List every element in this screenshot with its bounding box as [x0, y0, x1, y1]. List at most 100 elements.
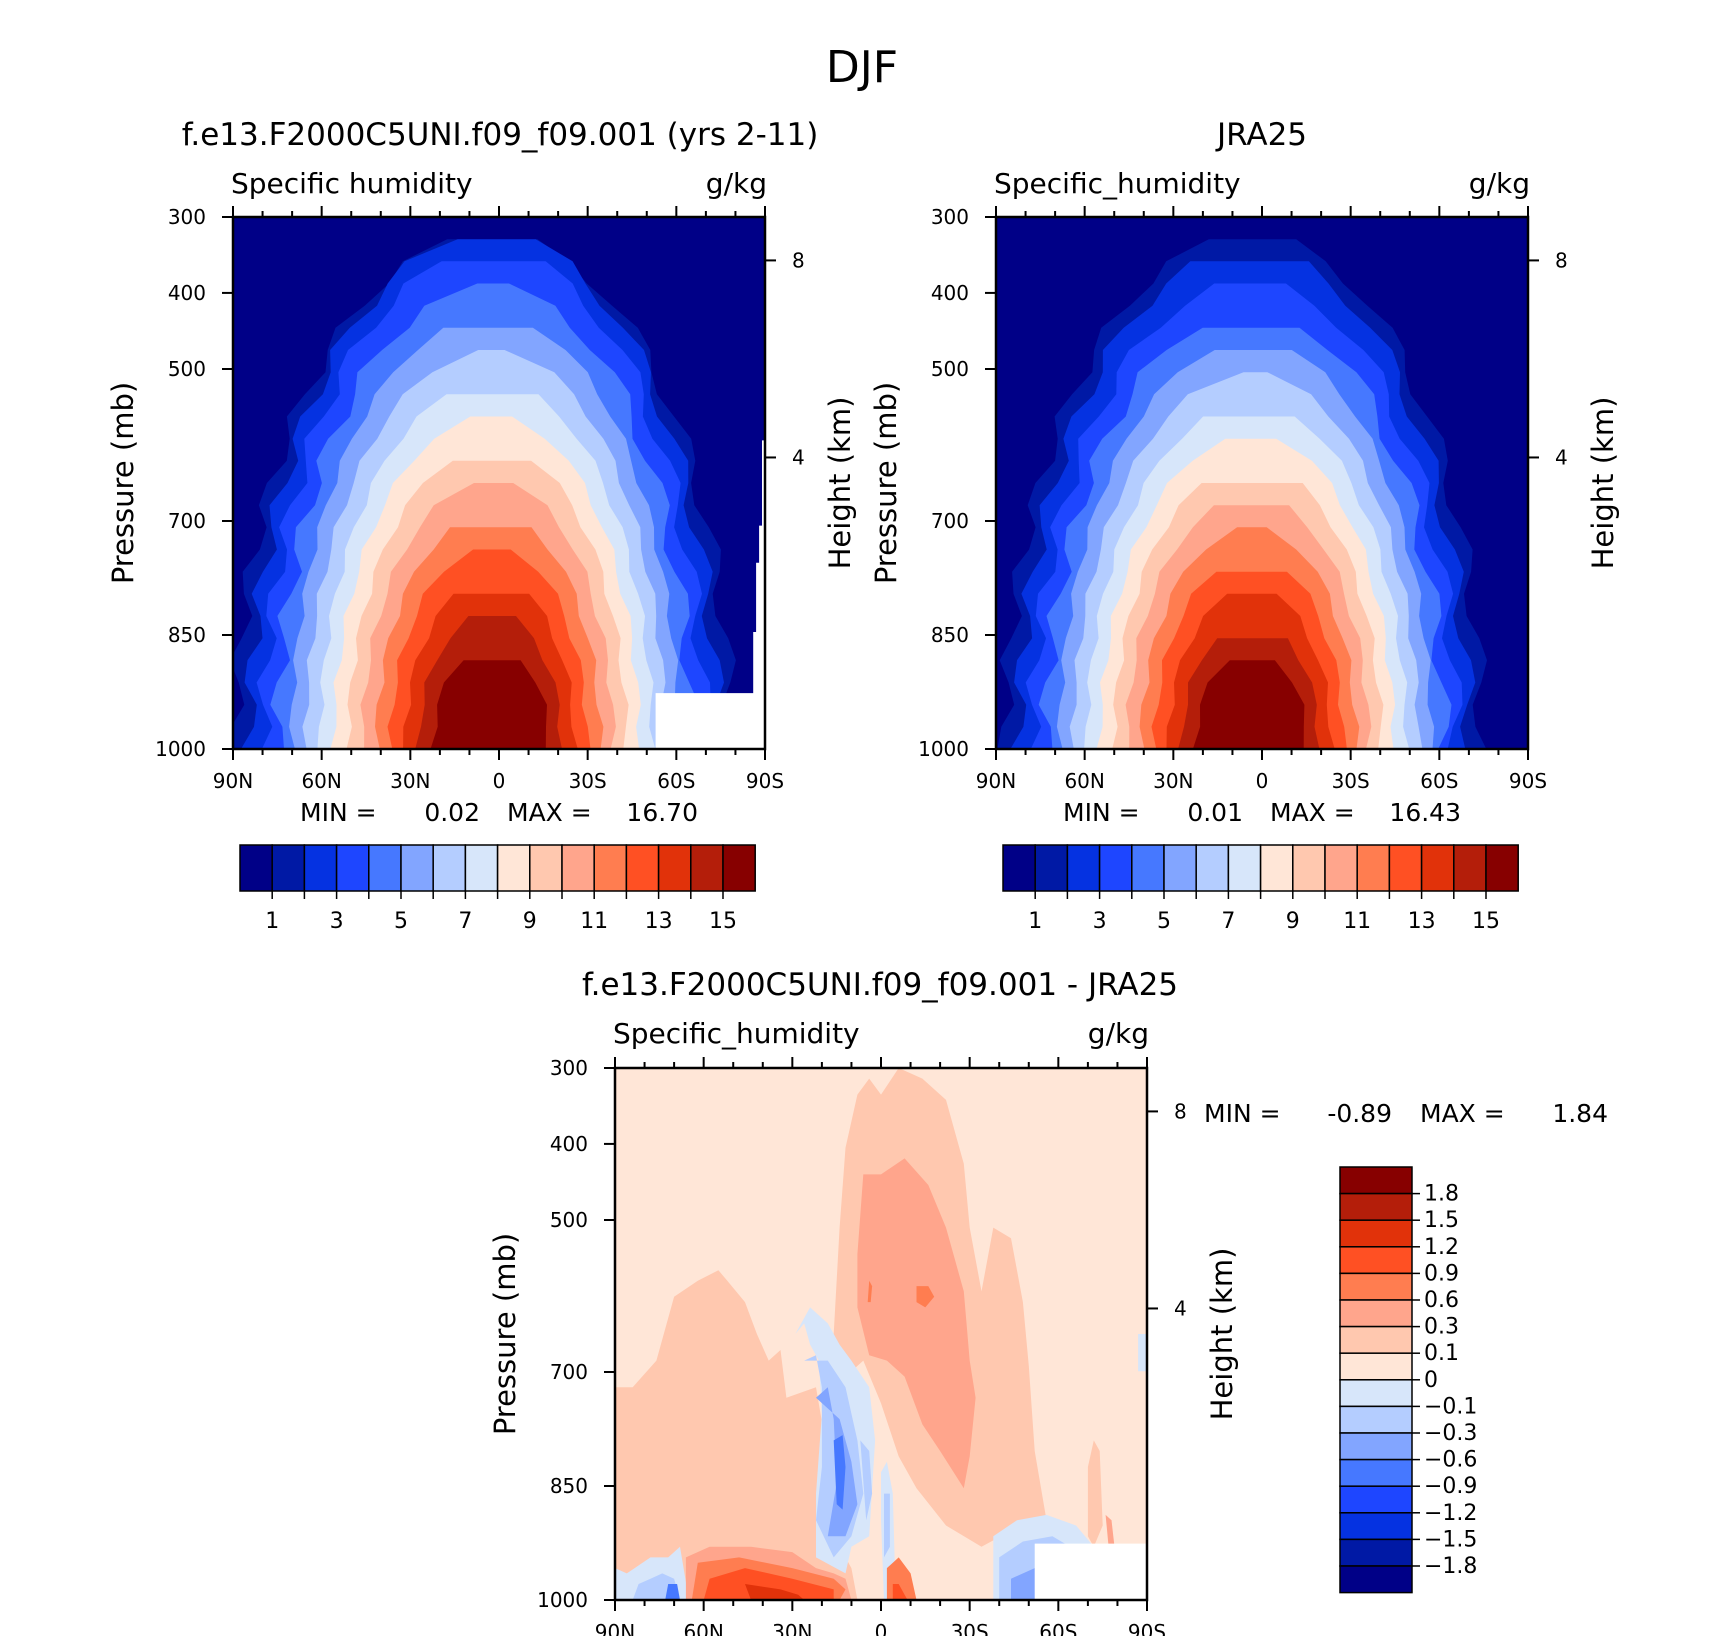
colorbar-box	[1066, 844, 1101, 892]
x-tick-label: 30N	[1153, 769, 1193, 793]
min-value: -0.89	[1327, 1099, 1392, 1128]
y-axis-label: Pressure (mb)	[869, 382, 903, 584]
contour-band	[892, 1584, 908, 1600]
contour-band	[1087, 1440, 1103, 1547]
colorbar-label: 15	[709, 909, 737, 934]
colorbar-box	[1453, 844, 1487, 892]
x-tick-label: 0	[875, 1620, 888, 1636]
heatmap-plot	[996, 217, 1528, 749]
colorbar-box	[1002, 844, 1036, 892]
colorbar-box	[1339, 1538, 1413, 1567]
colorbar-label: 3	[1093, 909, 1107, 934]
panel-model: f.e13.F2000C5UNI.f09_f09.001 (yrs 2-11) …	[106, 117, 857, 934]
y-tick-label: 700	[168, 509, 206, 533]
colorbar-label: 13	[1408, 909, 1436, 934]
y-tick-label: 400	[550, 1132, 588, 1156]
colorbar-box	[1339, 1379, 1413, 1408]
x-tick-label: 60S	[657, 769, 695, 793]
colorbar-box	[1485, 844, 1519, 892]
units-label: g/kg	[1088, 1017, 1149, 1050]
colorbar-label: 11	[1343, 909, 1371, 934]
max-label: MAX =	[1270, 798, 1355, 827]
colorbar-label: 15	[1472, 909, 1500, 934]
contour-band	[867, 1280, 873, 1303]
y-tick-label: 300	[550, 1056, 588, 1080]
colorbar-box	[400, 844, 434, 892]
x-tick-label: 90N	[976, 769, 1016, 793]
max-value: 1.84	[1552, 1099, 1608, 1128]
x-tick-label: 0	[1256, 769, 1269, 793]
variable-label: Specific humidity	[231, 167, 473, 200]
x-tick-label: 90S	[746, 769, 784, 793]
contour-band	[665, 1584, 680, 1600]
y-tick-label: 850	[168, 623, 206, 647]
colorbar-label: 5	[394, 909, 408, 934]
colorbar-box	[625, 844, 660, 892]
panel-title: f.e13.F2000C5UNI.f09_f09.001 - JRA25	[582, 967, 1178, 1003]
contour-band	[1138, 1334, 1147, 1372]
colorbar-label: 3	[330, 909, 344, 934]
y-tick-label: 500	[168, 357, 206, 381]
y-tick-label: 400	[168, 281, 206, 305]
colorbar-label: −0.6	[1424, 1448, 1477, 1473]
y-tick-label: 700	[550, 1360, 588, 1384]
y-tick-label: 300	[931, 205, 969, 229]
colorbar-box	[1339, 1512, 1413, 1541]
colorbar-label: 1.5	[1424, 1208, 1459, 1233]
colorbar-box	[1339, 1299, 1413, 1328]
colorbar-label: 1.8	[1424, 1182, 1459, 1207]
colorbar-box	[1339, 1458, 1413, 1487]
colorbar-label: 9	[523, 909, 537, 934]
colorbar-box	[1339, 1352, 1413, 1381]
y-tick-label: 700	[931, 509, 969, 533]
y2-tick-label: 8	[1174, 1099, 1187, 1123]
axes: 90N 60N 30N 0 30S 60S 90S 300 400 500 700 850 1000 8 4	[537, 1056, 1187, 1636]
axes: 90N 60N 30N 0 30S 60S 90S 300 400 500 700 850 1000 8 4	[918, 205, 1568, 793]
y-tick-label: 500	[550, 1208, 588, 1232]
y2-tick-label: 4	[792, 445, 805, 469]
colorbar-label: 11	[580, 909, 608, 934]
y-tick-label: 400	[931, 281, 969, 305]
colorbar-box	[561, 844, 595, 892]
colorbar-box	[1227, 844, 1262, 892]
colorbar-box	[1339, 1246, 1413, 1275]
max-label: MAX =	[1420, 1099, 1505, 1128]
y2-tick-label: 4	[1555, 445, 1568, 469]
colorbar-box	[1195, 844, 1230, 892]
colorbar-box	[1292, 844, 1326, 892]
contour-band	[430, 660, 547, 749]
colorbar-label: 9	[1286, 909, 1300, 934]
x-tick-label: 0	[493, 769, 506, 793]
y2-tick-label: 4	[1174, 1296, 1187, 1320]
x-tick-label: 60N	[1064, 769, 1104, 793]
contour-band	[884, 1493, 890, 1558]
colorbar-label: 0	[1424, 1368, 1438, 1393]
colorbar-box	[239, 844, 273, 892]
missing-data-region	[1034, 1543, 1147, 1600]
y2-axis-label: Height (km)	[823, 397, 857, 570]
x-tick-label: 30N	[772, 1620, 812, 1636]
colorbar-label: 5	[1157, 909, 1171, 934]
y-tick-label: 1000	[537, 1588, 588, 1612]
x-tick-label: 90S	[1128, 1620, 1166, 1636]
colorbar-box	[1339, 1325, 1413, 1354]
x-tick-label: 90S	[1509, 769, 1547, 793]
colorbar-box	[722, 844, 756, 892]
max-value: 16.70	[626, 798, 698, 827]
min-label: MIN =	[1063, 798, 1140, 827]
colorbar-box	[496, 844, 531, 892]
colorbar-box	[335, 844, 370, 892]
colorbar-box	[529, 844, 563, 892]
y2-axis-label: Height (km)	[1586, 397, 1620, 570]
colorbar-label: 1	[265, 909, 279, 934]
panel-title: f.e13.F2000C5UNI.f09_f09.001 (yrs 2-11)	[182, 117, 819, 153]
colorbar-box	[1356, 844, 1391, 892]
colorbar-box	[464, 844, 499, 892]
colorbar-box	[368, 844, 402, 892]
colorbar-box	[1339, 1192, 1413, 1221]
contour-band	[615, 1270, 858, 1600]
colorbar-box	[1163, 844, 1197, 892]
colorbar-label: −1.5	[1424, 1527, 1477, 1552]
colorbar: 1 3 5 7 9 11 13 15	[1002, 844, 1519, 934]
